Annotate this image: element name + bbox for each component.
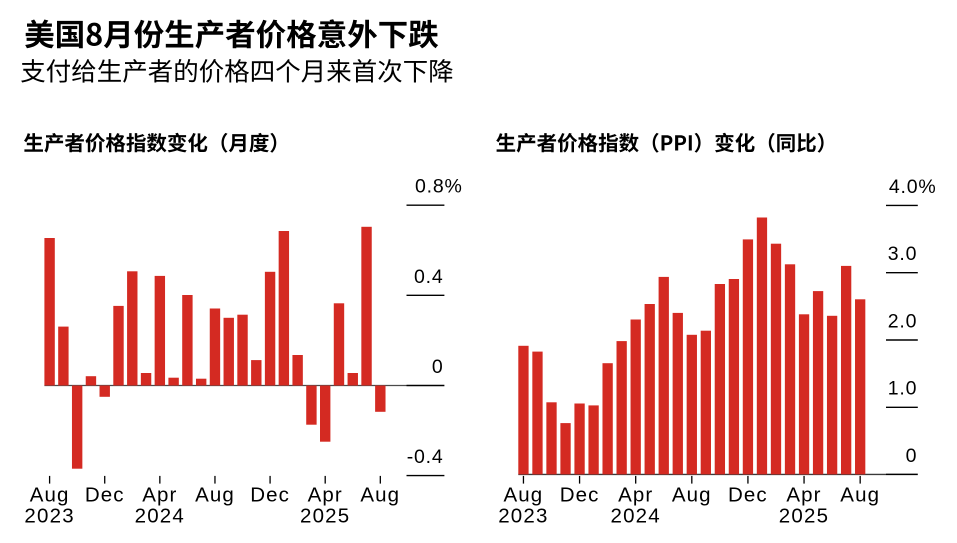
svg-text:0.4: 0.4 (414, 266, 444, 288)
svg-text:Apr: Apr (786, 484, 821, 507)
svg-text:2.0: 2.0 (888, 310, 918, 332)
svg-text:1.0: 1.0 (888, 378, 918, 400)
svg-text:Dec: Dec (85, 484, 125, 507)
svg-text:Aug: Aug (504, 484, 544, 507)
svg-text:Aug: Aug (360, 484, 400, 507)
svg-text:Apr: Apr (142, 484, 177, 507)
svg-text:2025: 2025 (300, 504, 350, 527)
svg-text:Aug: Aug (672, 484, 712, 507)
svg-text:Dec: Dec (250, 484, 290, 507)
svg-text:0.8%: 0.8% (415, 176, 463, 198)
svg-text:2023: 2023 (498, 504, 548, 527)
svg-text:-0.4: -0.4 (407, 446, 444, 468)
svg-text:Dec: Dec (728, 484, 768, 507)
svg-text:Aug: Aug (840, 484, 880, 507)
svg-text:2025: 2025 (779, 504, 829, 527)
svg-text:Aug: Aug (195, 484, 235, 507)
svg-text:2024: 2024 (610, 504, 660, 527)
svg-text:0: 0 (906, 445, 918, 467)
svg-text:Dec: Dec (560, 484, 600, 507)
svg-text:Apr: Apr (618, 484, 653, 507)
svg-text:3.0: 3.0 (888, 243, 918, 265)
svg-text:Aug: Aug (30, 484, 70, 507)
svg-text:4.0%: 4.0% (889, 176, 937, 198)
svg-text:0: 0 (432, 356, 444, 378)
svg-text:2024: 2024 (135, 504, 185, 527)
svg-text:2023: 2023 (24, 504, 74, 527)
svg-text:Apr: Apr (308, 484, 343, 507)
